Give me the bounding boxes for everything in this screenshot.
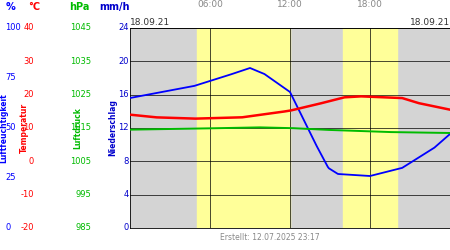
Text: 1025: 1025: [70, 90, 91, 99]
Text: hPa: hPa: [69, 2, 89, 12]
Text: 30: 30: [23, 57, 34, 66]
Text: 06:00: 06:00: [197, 0, 223, 9]
Text: 0: 0: [28, 157, 34, 166]
Text: Luftfeuchtigkeit: Luftfeuchtigkeit: [0, 93, 9, 163]
Text: 100: 100: [5, 24, 21, 32]
Text: %: %: [5, 2, 15, 12]
Text: 4: 4: [123, 190, 129, 199]
Text: 18:00: 18:00: [357, 0, 383, 9]
Text: 1045: 1045: [70, 24, 91, 32]
Text: 20: 20: [118, 57, 129, 66]
Text: 10: 10: [23, 124, 34, 132]
Text: °C: °C: [29, 2, 40, 12]
Text: 1015: 1015: [70, 124, 91, 132]
Text: 20: 20: [23, 90, 34, 99]
Text: Luftdruck: Luftdruck: [73, 107, 82, 149]
Text: -10: -10: [20, 190, 34, 199]
Text: 16: 16: [118, 90, 129, 99]
Text: Erstellt: 12.07.2025 23:17: Erstellt: 12.07.2025 23:17: [220, 234, 319, 242]
Text: 0: 0: [123, 224, 129, 232]
Text: 8: 8: [123, 157, 129, 166]
Text: 1035: 1035: [70, 57, 91, 66]
Text: 12: 12: [118, 124, 129, 132]
Text: -20: -20: [20, 224, 34, 232]
Text: 0: 0: [5, 224, 10, 232]
Text: 40: 40: [23, 24, 34, 32]
Text: 50: 50: [5, 124, 16, 132]
Text: 1005: 1005: [70, 157, 91, 166]
Text: 18.09.21: 18.09.21: [410, 18, 450, 28]
Text: 24: 24: [118, 24, 129, 32]
Text: Temperatur: Temperatur: [20, 103, 29, 153]
Bar: [343, 28, 396, 228]
Text: 985: 985: [75, 224, 91, 232]
Text: 75: 75: [5, 74, 16, 82]
Text: 995: 995: [75, 190, 91, 199]
Text: 18.09.21: 18.09.21: [130, 18, 170, 28]
Bar: [197, 28, 290, 228]
Text: Niederschlag: Niederschlag: [108, 100, 117, 156]
Text: 12:00: 12:00: [277, 0, 303, 9]
Text: mm/h: mm/h: [99, 2, 129, 12]
Text: 25: 25: [5, 174, 16, 182]
